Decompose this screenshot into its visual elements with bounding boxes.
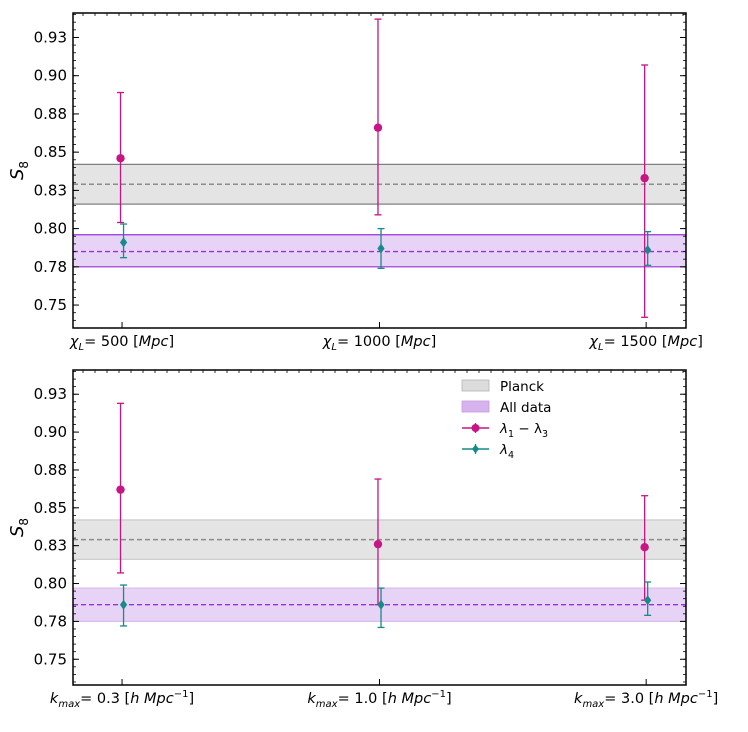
- marker-diamond: [119, 237, 128, 248]
- ytick-label: 0.75: [34, 296, 67, 314]
- xtick-label: χL= 1000 [Mpc]: [322, 334, 436, 353]
- legend-marker: [472, 444, 479, 454]
- y-axis-label: S8: [7, 518, 31, 537]
- data-point-lambda4-3: [644, 231, 652, 266]
- marker-circle: [116, 154, 125, 163]
- marker-diamond: [644, 245, 652, 256]
- legend-label: All data: [500, 400, 551, 416]
- legend-swatch: [461, 400, 490, 413]
- marker-diamond: [644, 595, 652, 606]
- ytick-label: 0.83: [34, 181, 67, 199]
- legend-item-2: All data: [461, 400, 551, 416]
- marker-diamond: [119, 599, 128, 610]
- marker-circle: [640, 173, 649, 183]
- data-point-lambda1-3-3: [640, 64, 649, 318]
- legend-item-3: λ1 − λ3: [462, 421, 548, 440]
- marker-circle: [116, 485, 125, 494]
- xtick-label: χL= 1500 [Mpc]: [588, 334, 702, 353]
- legend-label: λ1 − λ3: [499, 421, 548, 440]
- ytick-label: 0.80: [34, 220, 67, 238]
- legend-item-1: Planck: [461, 379, 544, 395]
- xtick-label: kmax= 0.3 [h Mpc−1]: [50, 689, 194, 710]
- legend-label: Planck: [500, 379, 544, 395]
- ytick-label: 0.78: [34, 258, 67, 276]
- legend-item-4: λ4: [462, 442, 514, 461]
- legend-label: λ4: [499, 442, 514, 461]
- xtick-label: χL= 500 [Mpc]: [69, 334, 174, 353]
- marker-diamond: [377, 243, 385, 254]
- ytick-label: 0.88: [34, 105, 67, 123]
- ytick-label: 0.80: [34, 575, 67, 593]
- data-point-lambda1-3-2: [373, 18, 383, 216]
- marker-circle: [373, 123, 383, 132]
- data-point-lambda4-2: [377, 227, 385, 270]
- legend: Planck All data λ1 − λ3 λ4: [461, 379, 551, 461]
- ytick-label: 0.90: [34, 423, 67, 441]
- ytick-label: 0.93: [34, 385, 67, 403]
- ytick-label: 0.75: [34, 650, 67, 668]
- ytick-label: 0.93: [34, 28, 67, 46]
- ytick-label: 0.90: [34, 67, 67, 85]
- marker-circle: [640, 542, 649, 552]
- y-axis-label: S8: [7, 161, 31, 180]
- legend-marker: [471, 424, 480, 432]
- ytick-label: 0.78: [34, 612, 67, 630]
- ytick-label: 0.85: [34, 143, 67, 161]
- data-point-lambda4-1: [119, 584, 128, 627]
- ytick-label: 0.88: [34, 461, 67, 479]
- data-point-lambda4-3: [644, 581, 652, 616]
- xtick-label: kmax= 3.0 [h Mpc−1]: [574, 689, 718, 710]
- data-point-lambda4-2: [377, 587, 385, 629]
- data-point-lambda1-3-2: [373, 478, 383, 606]
- chart-panel-2: 0.93 0.90 0.88 0.85 0.83 0.80 0.78 0.75 S8 kmax= …: [7, 369, 718, 710]
- marker-diamond: [377, 599, 385, 610]
- data-point-lambda1-3-1: [116, 91, 125, 224]
- ytick-label: 0.85: [34, 499, 67, 517]
- data-point-lambda1-3-1: [116, 402, 125, 574]
- legend-swatch: [461, 379, 490, 392]
- xtick-label: kmax= 1.0 [h Mpc−1]: [307, 689, 451, 710]
- data-point-lambda4-1: [119, 223, 128, 259]
- marker-circle: [373, 539, 383, 549]
- chart-panel-1: 0.93 0.90 0.88 0.85 0.83 0.80 0.78 0.75 S8 χL= 50…: [7, 12, 703, 353]
- ytick-label: 0.83: [34, 537, 67, 555]
